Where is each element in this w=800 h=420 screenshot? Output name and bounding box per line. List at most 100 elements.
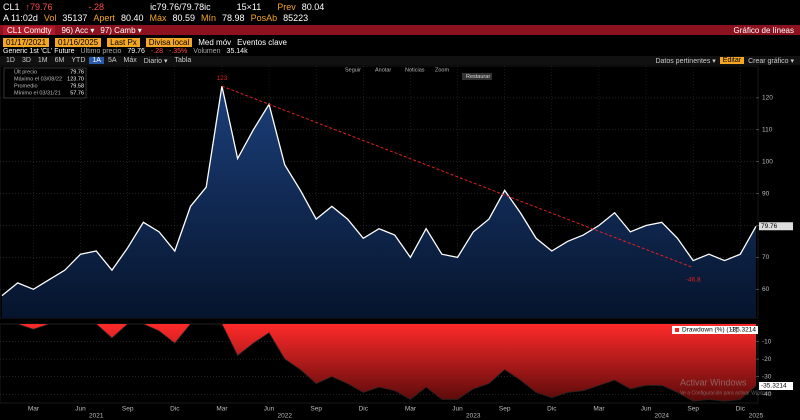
last-value-label: 79.76 xyxy=(761,223,778,230)
end-date[interactable]: 01/16/2025 xyxy=(55,37,102,47)
instrument: Generic 1st 'CL' Future xyxy=(3,48,75,55)
x-tick-label: Sep xyxy=(499,406,511,413)
frequency[interactable]: Diario ▾ xyxy=(143,57,168,65)
y-tick-label: -20 xyxy=(762,356,772,363)
stat-value: 79.76 xyxy=(70,69,84,75)
info-change: -.28 xyxy=(150,48,163,55)
y-tick-label: -30 xyxy=(762,373,772,380)
period-button[interactable]: 1D xyxy=(6,57,15,64)
last-label: Último precio xyxy=(80,48,122,55)
period-button[interactable]: 6M xyxy=(54,57,65,64)
x-tick-label: Dic xyxy=(170,406,180,413)
x-tick-label: Jun xyxy=(452,406,463,413)
stat-value: 79.58 xyxy=(70,83,84,89)
period-button[interactable]: Máx xyxy=(123,57,137,64)
related-data[interactable]: Datos pertinentes ▾ xyxy=(655,57,716,65)
open-label: Apert xyxy=(93,12,115,23)
ticker: CL1 xyxy=(3,1,20,12)
info-pct: -.35% xyxy=(169,48,188,55)
settings-row: 01/17/2021 01/16/2025 Last Px Divisa loc… xyxy=(0,37,800,47)
y-tick-label: -10 xyxy=(762,338,772,345)
x-tick-label: Mar xyxy=(593,406,605,413)
high: 80.59 xyxy=(172,12,196,23)
field[interactable]: Last Px xyxy=(107,37,140,47)
restore-button[interactable]: Restaurar xyxy=(466,74,490,80)
x-tick-label: Mar xyxy=(405,406,417,413)
price-area xyxy=(2,86,756,319)
low: 78.98 xyxy=(222,12,245,23)
period-button[interactable]: 5A xyxy=(107,57,117,64)
tool-button[interactable]: Seguir xyxy=(345,67,361,73)
y-tick-label: 100 xyxy=(762,158,773,165)
security[interactable]: CL1 Comdty xyxy=(3,25,56,35)
tool-button[interactable]: Anotar xyxy=(375,67,391,73)
watermark-text: Ve a Configuración para activar Windows. xyxy=(680,390,773,396)
stat-label: Últ precio xyxy=(14,68,37,75)
last-value-tag xyxy=(759,222,793,231)
change-menu[interactable]: 97) Camb ▾ xyxy=(100,25,142,35)
bidask: ic79.76/79.78ic xyxy=(150,1,211,12)
open: 80.40 xyxy=(120,12,144,23)
period-button[interactable]: 1A xyxy=(89,57,104,64)
stats-box xyxy=(3,67,87,99)
x-tick-label: Dic xyxy=(736,406,746,413)
period-button[interactable]: 3D xyxy=(21,57,31,64)
last: ↑79.76 xyxy=(25,1,53,12)
trough-label: -46.8 xyxy=(686,276,701,283)
y-tick-label: 60 xyxy=(762,286,770,293)
actions[interactable]: 96) Acc ▾ xyxy=(61,25,95,35)
restore-button-bg xyxy=(462,73,492,80)
info-row: Generic 1st 'CL' Future Último precio 79… xyxy=(0,47,800,56)
x-tick-label: Jun xyxy=(264,406,275,413)
quote-row: CL1 ↑79.76 -.28 ic79.76/79.78ic 15×11 Pr… xyxy=(0,1,800,12)
tool-button[interactable]: Noticias xyxy=(405,67,425,73)
legend-box xyxy=(672,326,758,334)
legend-value: -35.3214 xyxy=(730,327,756,334)
stat-value: 57.76 xyxy=(70,90,84,96)
currency[interactable]: Divisa local xyxy=(145,37,193,47)
y-tick-label: 70 xyxy=(762,254,770,261)
security-bar: CL1 Comdty 96) Acc ▾ 97) Camb ▾ Gráfico … xyxy=(0,25,800,35)
events[interactable]: Eventos clave xyxy=(237,37,287,47)
table[interactable]: Tabla xyxy=(174,57,192,64)
x-tick-label: Sep xyxy=(687,406,699,413)
edit[interactable]: Editar xyxy=(719,57,745,64)
stat-value: 123.70 xyxy=(67,76,84,82)
x-tick-label: Dic xyxy=(359,406,369,413)
last-value-tag xyxy=(759,382,793,391)
year-label: 2025 xyxy=(749,413,764,420)
period-button[interactable]: YTD xyxy=(71,57,86,64)
watermark-title: Activar Windows xyxy=(680,377,747,387)
price-line xyxy=(1,85,757,297)
drawdown-area xyxy=(2,324,756,402)
y-tick-label: -40 xyxy=(762,391,772,398)
moving-average[interactable]: Med móv xyxy=(198,37,232,47)
peak-label: 123 xyxy=(216,75,227,82)
prev: 80.04 xyxy=(301,1,325,12)
period-button[interactable]: 1M xyxy=(37,57,48,64)
stat-label: Máximo el 03/08/22 xyxy=(14,76,62,82)
create-chart[interactable]: Crear gráfico ▾ xyxy=(748,57,794,65)
y-tick-label: 120 xyxy=(762,95,773,102)
prev-label: Prev xyxy=(277,1,296,12)
size: 15×11 xyxy=(236,1,262,12)
vol-label: Vol xyxy=(43,12,57,23)
drawdown-line xyxy=(2,323,757,402)
vol: 35137 xyxy=(62,12,88,23)
stat-label: Mínimo el 03/31/21 xyxy=(14,90,61,96)
time: A 11:02d xyxy=(3,12,38,23)
x-tick-label: Jun xyxy=(641,406,652,413)
oi: 85223 xyxy=(283,12,309,23)
x-tick-label: Sep xyxy=(310,406,322,413)
tool-button[interactable]: Zoom xyxy=(435,67,449,73)
start-date[interactable]: 01/17/2021 xyxy=(3,37,50,47)
year-label: 2023 xyxy=(466,413,481,420)
bar-title: Gráfico de líneas xyxy=(733,25,794,35)
info-vol: 35.14k xyxy=(226,48,248,55)
quote-row-2: A 11:02d Vol 35137 Apert 80.40 Máx 80.59 Mí… xyxy=(0,12,800,23)
volume-label: Volumen xyxy=(193,48,221,55)
stat-label: Promedio xyxy=(14,83,38,89)
legend-label: Drawdown (%) (11) xyxy=(682,327,738,334)
